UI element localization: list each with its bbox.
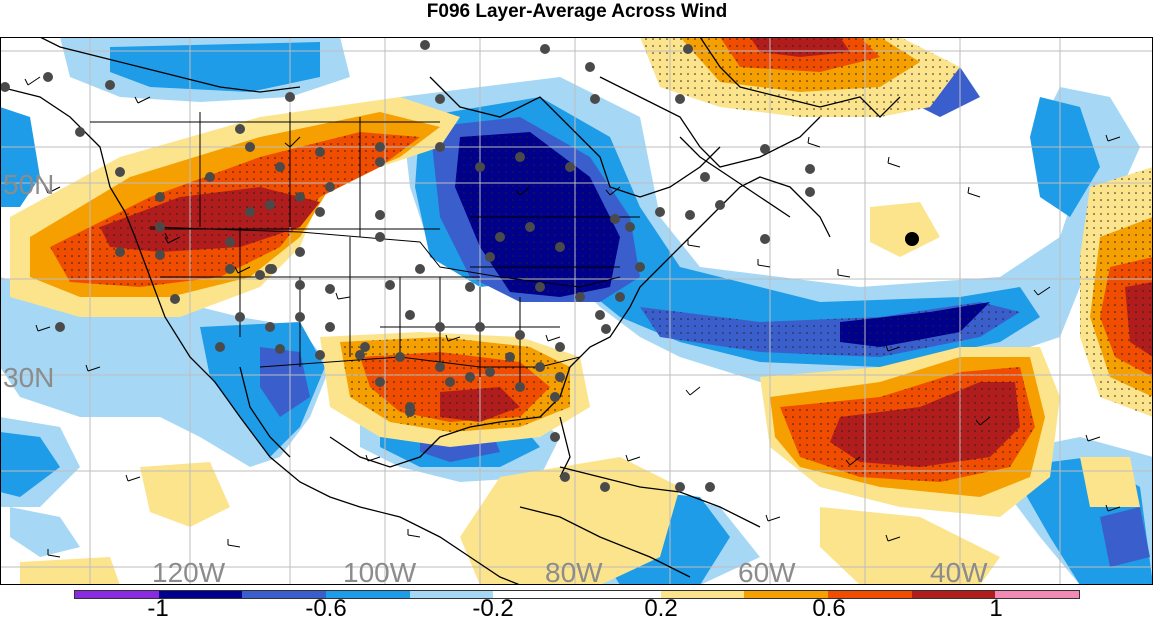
colorbar-label-minus-0-6: -0.6 [305, 595, 347, 622]
map-panel: 50N 30N 120W 100W 80W 60W 40W [0, 37, 1153, 585]
blue-area [0, 432, 60, 497]
map-border [0, 37, 1153, 585]
dark-blue-area [1100, 507, 1150, 567]
colorbar-segment [577, 591, 661, 598]
colorbar-segment [75, 591, 159, 598]
colorbar-segment [409, 591, 494, 598]
lon-label-60w: 60W [738, 557, 796, 585]
colorbar-segment [995, 591, 1080, 598]
blue-area [0, 107, 40, 207]
yellow-area [20, 557, 120, 585]
political-borders [90, 112, 640, 387]
colorbar-segment [660, 591, 745, 598]
lat-label-50n: 50N [3, 169, 54, 200]
blue-area [1030, 97, 1100, 217]
highlight-station-marker [905, 232, 919, 246]
yellow-area [870, 202, 940, 257]
map-title: F096 Layer-Average Across Wind [426, 1, 728, 22]
colorbar-segment [828, 591, 912, 598]
lon-label-40w: 40W [930, 557, 988, 585]
lon-label-120w: 120W [152, 557, 226, 585]
colorbar-segment [242, 591, 327, 598]
yellow-area [1080, 457, 1140, 507]
yellow-area [140, 462, 230, 527]
colorbar-label-minus-1: -1 [147, 595, 169, 622]
colorbar-segment [911, 591, 996, 598]
colorbar-segment [326, 591, 410, 598]
lat-label-30n: 30N [3, 362, 54, 393]
station-markers [0, 40, 815, 492]
yellow-area [460, 457, 680, 585]
colorbar-label-0-2: 0.2 [644, 595, 678, 622]
colorbar-label-minus-0-2: -0.2 [472, 595, 514, 622]
colorbar-label-1: 1 [989, 595, 1003, 622]
colorbar-label-0-6: 0.6 [812, 595, 846, 622]
shaded-field [0, 37, 1153, 585]
colorbar-segment [493, 591, 578, 598]
wind-barbs [24, 76, 1121, 558]
light-blue-area [10, 507, 80, 557]
colorbar [74, 590, 1080, 599]
coastlines [0, 37, 901, 585]
lon-label-80w: 80W [545, 557, 603, 585]
blue-area [110, 42, 320, 92]
colorbar-segment [744, 591, 829, 598]
colorbar-segment [158, 591, 243, 598]
lon-label-100w: 100W [343, 557, 417, 585]
